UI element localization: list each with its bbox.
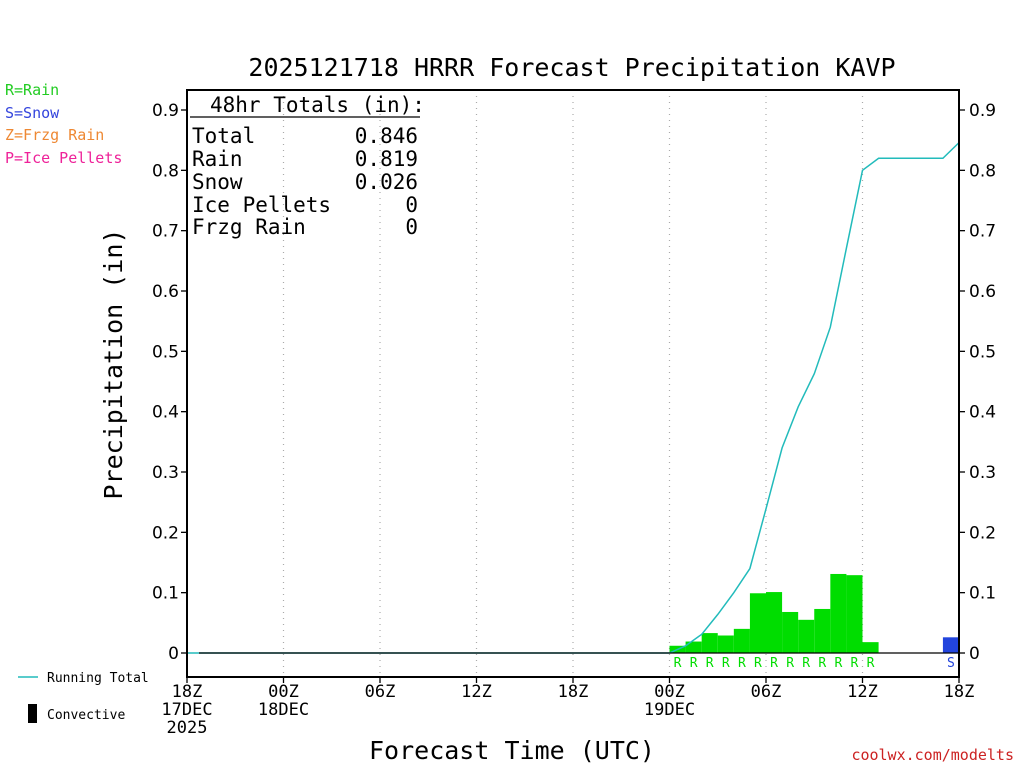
- totals-header: 48hr Totals (in):: [210, 93, 425, 117]
- totals-box: 48hr Totals (in): Total 0.846 Rain 0.819…: [190, 93, 425, 239]
- ytick-label-left: 0.6: [152, 282, 179, 302]
- ytick-label-left: 0.4: [152, 403, 179, 423]
- precip-letter: R: [851, 656, 859, 671]
- bar-r: [701, 633, 718, 653]
- ytick-label-right: 0.7: [969, 222, 996, 242]
- totals-value-rain: 0.819: [355, 147, 418, 171]
- totals-value-snow: 0.026: [355, 170, 418, 194]
- ytick-label-right: 0.3: [969, 463, 996, 483]
- bar-r: [685, 641, 702, 653]
- totals-value-frzg-rain: 0: [405, 215, 418, 239]
- totals-label-ice-pellets: Ice Pellets: [192, 193, 331, 217]
- totals-value-total: 0.846: [355, 124, 418, 148]
- ytick-label-left: 0.5: [152, 342, 179, 362]
- ytick-label-right: 0.4: [969, 403, 996, 423]
- totals-label-frzg-rain: Frzg Rain: [192, 215, 306, 239]
- running-total-line: [187, 142, 960, 654]
- credit-text: coolwx.com/modelts: [851, 746, 1014, 764]
- convective-legend-label: Convective: [47, 708, 125, 723]
- bar-r: [798, 619, 815, 653]
- bar-s: [942, 637, 959, 653]
- ytick-label-left: 0.3: [152, 463, 179, 483]
- xtick-label: 06Z: [365, 682, 396, 702]
- y-axis-right-ticks: 0 0.1 0.2 0.3 0.4 0.5 0.6 0.7 0.8 0.9: [959, 101, 996, 664]
- hourly-bars: [669, 573, 959, 653]
- totals-value-ice-pellets: 0: [405, 193, 418, 217]
- bar-r: [846, 575, 863, 653]
- precip-letter: R: [738, 656, 746, 671]
- bar-r: [717, 635, 734, 653]
- precip-letter: R: [722, 656, 730, 671]
- ytick-label-left: 0: [168, 644, 179, 664]
- xtick-label: 17DEC: [161, 700, 212, 720]
- legend-key-frzg-rain: Z=Frzg Rain: [5, 126, 104, 144]
- xtick-label: 2025: [167, 718, 208, 738]
- xtick-label: 00Z: [268, 682, 299, 702]
- totals-label-rain: Rain: [192, 147, 243, 171]
- precip-letter: R: [690, 656, 698, 671]
- precip-letter: R: [867, 656, 875, 671]
- bar-r: [830, 573, 847, 653]
- xtick-label: 00Z: [654, 682, 685, 702]
- running-total-legend-label: Running Total: [47, 671, 149, 686]
- precip-letter: R: [834, 656, 842, 671]
- precip-letter: R: [754, 656, 762, 671]
- bar-r: [733, 628, 750, 653]
- bar-r: [766, 592, 783, 653]
- precip-letter: R: [786, 656, 794, 671]
- ytick-label-right: 0.2: [969, 523, 996, 543]
- precip-letter: R: [818, 656, 826, 671]
- ytick-label-left: 0.9: [152, 101, 179, 121]
- precip-letter: S: [947, 656, 955, 671]
- xtick-label: 12Z: [847, 682, 878, 702]
- precip-letter: R: [674, 656, 682, 671]
- legend-key-ice-pellets-label: P=Ice Pellets: [5, 149, 123, 167]
- y-axis-label: Precipitation (in): [99, 229, 128, 500]
- totals-label-total: Total: [192, 124, 255, 148]
- convective-legend-swatch: [28, 704, 37, 723]
- legend-key-frzg-rain-label: Z=Frzg Rain: [5, 126, 105, 144]
- ytick-label-right: 0.8: [969, 161, 996, 181]
- legend-key-snow-label: S=Snow: [5, 104, 60, 122]
- ytick-label-left: 0.2: [152, 523, 179, 543]
- precip-letter: R: [706, 656, 714, 671]
- ytick-label-right: 0.1: [969, 584, 996, 604]
- ytick-label-right: 0.9: [969, 101, 996, 121]
- legend-key-ice-pellets: P=Ice Pellets: [5, 149, 122, 167]
- totals-label-snow: Snow: [192, 170, 243, 194]
- legend-key-rain: R=Rain: [5, 81, 59, 99]
- ytick-label-right: 0: [969, 644, 980, 664]
- precip-letter: R: [802, 656, 810, 671]
- bar-r: [749, 593, 766, 653]
- xtick-label: 06Z: [751, 682, 782, 702]
- ytick-label-left: 0.1: [152, 584, 179, 604]
- chart-title: 2025121718 HRRR Forecast Precipitation K…: [248, 53, 895, 82]
- xtick-label: 18Z: [944, 682, 975, 702]
- bar-r: [862, 642, 879, 653]
- ytick-label-left: 0.7: [152, 222, 179, 242]
- legend-key-rain-label: R=Rain: [5, 81, 60, 99]
- ytick-label-left: 0.8: [152, 161, 179, 181]
- bar-r: [782, 611, 799, 653]
- xtick-label: 19DEC: [644, 700, 695, 720]
- xtick-label: 18DEC: [258, 700, 309, 720]
- ytick-label-right: 0.5: [969, 342, 996, 362]
- legend-key-snow: S=Snow: [5, 104, 59, 122]
- xtick-label: 18Z: [172, 682, 203, 702]
- xtick-label: 18Z: [558, 682, 589, 702]
- precip-letter: R: [770, 656, 778, 671]
- x-axis-label: Forecast Time (UTC): [369, 736, 655, 765]
- y-axis-left-ticks: 0 0.1 0.2 0.3 0.4 0.5 0.6 0.7 0.8 0.9: [152, 101, 187, 664]
- bar-r: [814, 608, 831, 653]
- ytick-label-right: 0.6: [969, 282, 996, 302]
- xtick-label: 12Z: [461, 682, 492, 702]
